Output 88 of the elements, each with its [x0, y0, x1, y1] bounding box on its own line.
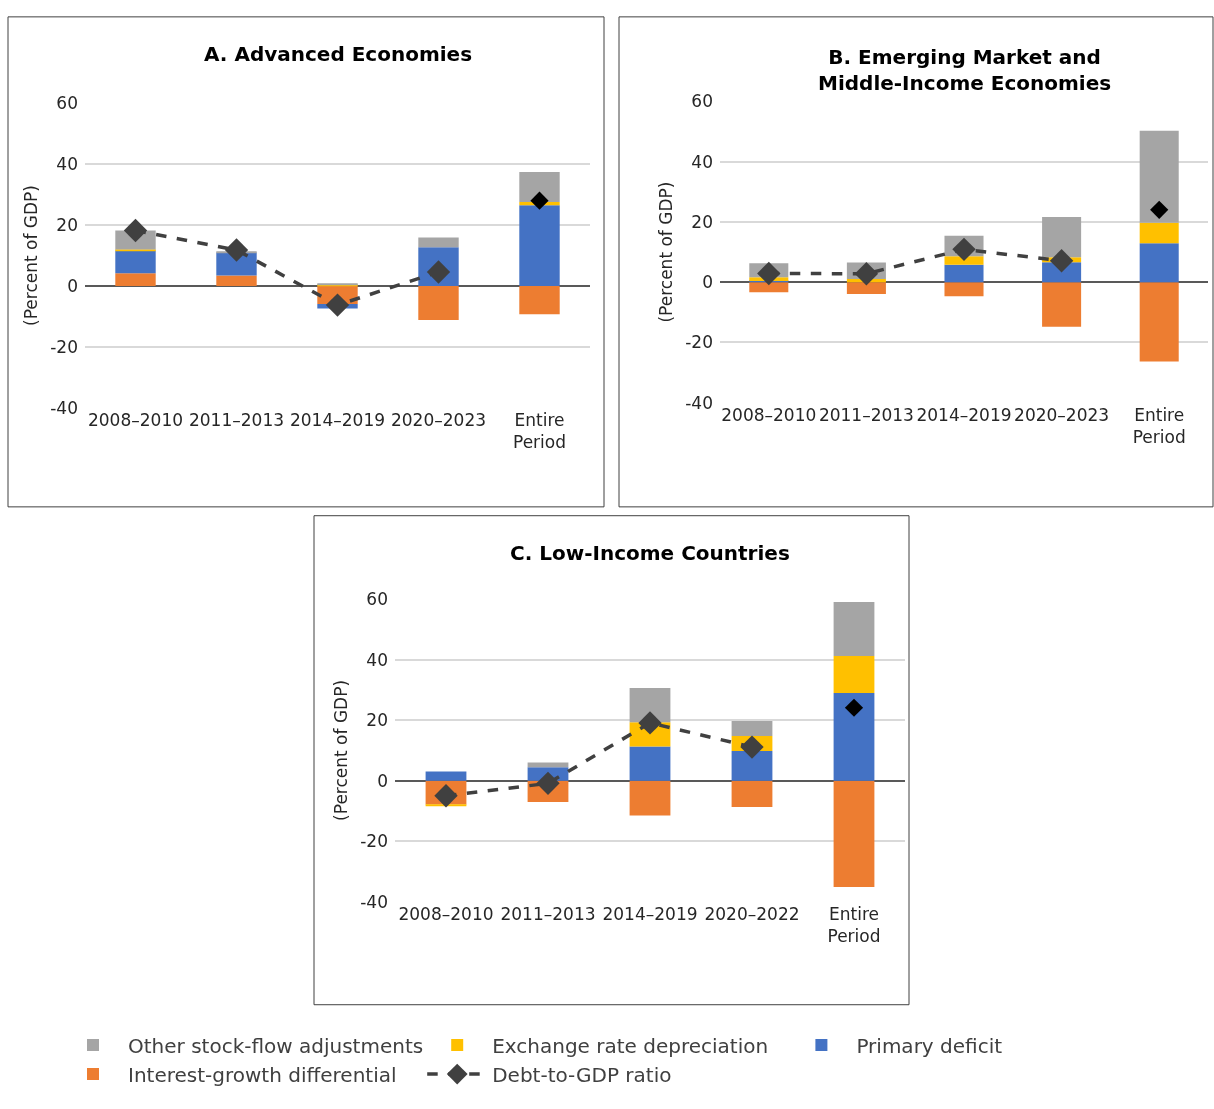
chart-title: A. Advanced Economies — [204, 42, 473, 66]
bar — [418, 285, 459, 321]
chart-title: C. Low-Income Countries — [510, 541, 790, 565]
bar — [115, 273, 156, 286]
y-tick-label: -40 — [685, 392, 713, 413]
point — [530, 191, 549, 210]
legend-label: Exchange rate depreciation — [492, 1033, 769, 1058]
x-tick-label: 2020–2022 — [704, 903, 800, 924]
x-tick-label: 2014–2019 — [916, 404, 1012, 425]
y-tick-label: 0 — [377, 770, 388, 791]
x-tick-label: 2014–2019 — [602, 903, 698, 924]
y-tick-label: -20 — [50, 336, 78, 357]
legend-label: Interest-growth differential — [128, 1062, 397, 1087]
bar — [425, 771, 467, 781]
bar — [115, 249, 156, 252]
bar — [519, 205, 560, 286]
y-tick-label: -20 — [360, 831, 388, 852]
y-tick-label: 20 — [691, 211, 713, 232]
point — [325, 293, 350, 317]
x-tick-label: 2011–2013 — [188, 409, 285, 430]
point — [844, 698, 864, 717]
y-tick-label: 60 — [691, 91, 713, 112]
bar — [1042, 282, 1082, 327]
point — [952, 237, 976, 262]
bar — [1042, 217, 1082, 258]
y-tick-label: -40 — [360, 891, 388, 912]
y-tick-label: -20 — [685, 332, 713, 353]
y-axis-title: (Percent of GDP) — [20, 185, 41, 326]
bar — [731, 751, 773, 781]
bar — [519, 172, 560, 202]
bar — [1139, 222, 1179, 244]
y-tick-label: 0 — [67, 275, 78, 296]
bar — [1139, 282, 1179, 362]
bar — [944, 264, 984, 283]
y-tick-label: 20 — [366, 710, 388, 731]
bar — [846, 282, 886, 294]
y-tick-label: 40 — [56, 154, 78, 175]
y-tick-label: -40 — [50, 397, 78, 418]
bar — [519, 285, 560, 315]
legend-label: Other stock-flow adjustments — [128, 1033, 424, 1058]
point — [757, 261, 781, 286]
y-tick-label: 20 — [56, 215, 78, 235]
y-tick-label: 60 — [56, 93, 78, 114]
bar — [944, 282, 984, 297]
legend-label: Debt-to-GDP ratio — [492, 1062, 672, 1087]
bar — [731, 721, 773, 736]
bar — [629, 746, 671, 781]
y-tick-label: 0 — [702, 272, 713, 293]
x-tick-label: 2011–2013 — [818, 404, 914, 425]
bar — [216, 275, 257, 286]
point — [1150, 200, 1169, 219]
bar — [527, 762, 569, 768]
chart-title: B. Emerging Market and Middle-Income Economies — [818, 45, 1112, 95]
y-tick-label: 40 — [366, 649, 388, 670]
bar — [731, 780, 773, 807]
bar — [833, 692, 875, 781]
point — [1049, 249, 1074, 273]
y-tick-label: 60 — [366, 589, 388, 610]
point — [740, 735, 764, 759]
bar — [944, 256, 984, 265]
bar — [749, 282, 789, 293]
x-tick-label: 2008–2010 — [87, 409, 184, 430]
x-tick-label: Entire Period — [1132, 404, 1186, 447]
y-axis-title: (Percent of GDP) — [655, 181, 676, 323]
point — [854, 262, 879, 286]
bar — [629, 780, 671, 816]
x-tick-label: 2008–2010 — [398, 903, 494, 924]
x-tick-label: 2020–2023 — [1014, 404, 1110, 425]
y-axis-title: (Percent of GDP) — [330, 679, 351, 821]
x-tick-label: 2008–2010 — [721, 404, 817, 425]
x-tick-label: Entire Period — [512, 409, 567, 452]
bar — [833, 656, 875, 693]
legend-label: Primary deficit — [856, 1033, 1003, 1058]
bar — [418, 237, 459, 248]
bar — [115, 250, 156, 274]
bar — [1139, 243, 1179, 283]
bar — [833, 780, 875, 888]
x-tick-label: 2020–2023 — [390, 409, 487, 430]
point — [123, 218, 148, 243]
y-tick-label: 40 — [691, 151, 713, 172]
x-tick-label: 2011–2013 — [500, 903, 596, 924]
point — [536, 771, 560, 796]
x-tick-label: 2014–2019 — [289, 409, 386, 430]
bar — [833, 601, 875, 657]
x-tick-label: Entire Period — [827, 903, 881, 946]
point — [224, 238, 249, 262]
bar — [629, 688, 671, 723]
bar — [1139, 130, 1179, 223]
